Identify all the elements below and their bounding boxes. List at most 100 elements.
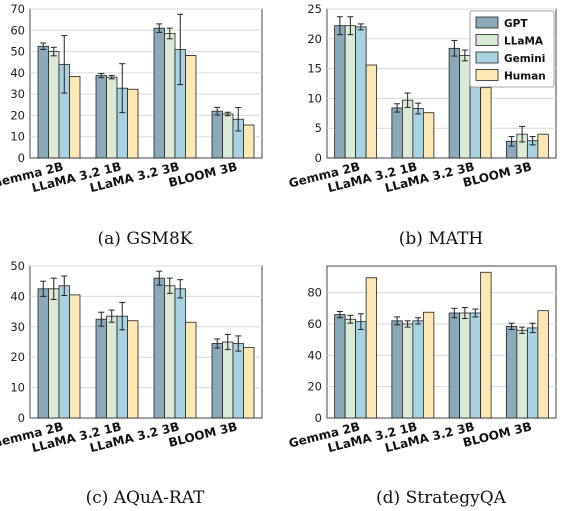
error-bar xyxy=(235,107,242,132)
y-tick-label: 40 xyxy=(307,348,322,362)
bar-llama-2 xyxy=(401,99,414,159)
y-tick-label: 20 xyxy=(10,108,25,122)
y-tick-label: 10 xyxy=(307,91,322,105)
error-bar xyxy=(336,310,343,319)
y-tick-label: 15 xyxy=(307,62,322,76)
error-bar xyxy=(156,23,163,33)
panel-caption: (a) GSM8K xyxy=(98,229,193,249)
bar-gemini-2 xyxy=(412,320,424,419)
bar-llama-1 xyxy=(48,288,60,419)
error-bar xyxy=(508,136,515,147)
error-bar xyxy=(451,40,458,57)
bar-gpt-4 xyxy=(211,110,223,159)
bar-gpt-2 xyxy=(391,320,403,419)
legend-swatch-llama xyxy=(475,34,499,46)
bar-gpt-1 xyxy=(334,25,346,159)
bar-llama-3 xyxy=(459,55,471,159)
error-bar xyxy=(415,317,422,325)
bar-human-4 xyxy=(537,310,549,419)
bar-gpt-1 xyxy=(37,45,49,159)
bar-gemini-3 xyxy=(174,288,186,419)
error-bar xyxy=(177,13,184,86)
bar-gemini-4 xyxy=(232,343,244,419)
bar-llama-4 xyxy=(222,113,234,159)
y-tick-label: 10 xyxy=(10,381,25,395)
error-bar xyxy=(461,307,468,319)
error-bar xyxy=(98,72,105,79)
bar-gpt-3 xyxy=(153,27,165,159)
bar-llama-1 xyxy=(48,51,60,159)
error-bar xyxy=(108,309,115,323)
bar-human-3 xyxy=(185,321,197,419)
y-tick-label: 25 xyxy=(307,2,322,16)
bar-llama-1 xyxy=(344,318,357,419)
bar-gpt-4 xyxy=(505,325,518,419)
panel-caption: (b) MATH xyxy=(399,229,483,249)
y-tick-label: 20 xyxy=(307,32,322,46)
error-bar xyxy=(119,301,126,331)
y-tick-label: 40 xyxy=(10,289,25,303)
bar-llama-3 xyxy=(459,312,471,419)
y-tick-label: 20 xyxy=(10,350,25,364)
error-bar xyxy=(224,111,231,117)
bar-human-4 xyxy=(243,124,255,159)
error-bar xyxy=(508,322,515,330)
y-tick-label: 0 xyxy=(315,411,322,425)
bar-gpt-3 xyxy=(153,277,165,419)
y-tick-label: 60 xyxy=(307,317,322,331)
error-bar xyxy=(214,338,221,349)
bar-human-2 xyxy=(127,88,139,159)
legend-label-gpt: GPT xyxy=(504,18,528,30)
y-tick-label: 40 xyxy=(10,66,25,80)
bar-gemini-4 xyxy=(526,327,539,419)
bar-human-4 xyxy=(537,133,549,159)
error-bar xyxy=(394,316,401,326)
bar-human-4 xyxy=(243,347,255,419)
bar-human-1 xyxy=(365,64,378,159)
y-tick-label: 0 xyxy=(18,151,25,165)
bar-llama-4 xyxy=(222,341,234,419)
error-bar xyxy=(166,277,173,294)
error-bar xyxy=(529,322,536,334)
bar-llama-3 xyxy=(164,285,176,419)
error-bar xyxy=(336,16,343,36)
legend: GPT LLaMA Gemini Human xyxy=(469,10,555,88)
bar-llama-4 xyxy=(516,329,528,419)
panel-caption: (c) AQuA-RAT xyxy=(86,488,206,508)
legend-label-human: Human xyxy=(504,71,546,83)
bar-human-1 xyxy=(365,277,378,419)
bar-llama-2 xyxy=(106,315,118,419)
error-bar xyxy=(519,125,526,143)
bar-llama-1 xyxy=(344,25,357,159)
legend-frame xyxy=(469,10,555,88)
bar-human-1 xyxy=(69,294,81,419)
panel-caption: (d) StrategyQA xyxy=(376,488,507,508)
y-tick-label: 80 xyxy=(307,286,322,300)
legend-swatch-human xyxy=(475,69,499,81)
error-bar xyxy=(394,103,401,113)
bar-gpt-2 xyxy=(95,75,107,159)
bar-gpt-2 xyxy=(95,318,107,419)
error-bar xyxy=(61,275,68,296)
y-tick-label: 10 xyxy=(10,130,25,144)
error-bar xyxy=(357,23,364,31)
error-bar xyxy=(108,74,115,80)
error-bar xyxy=(347,314,354,324)
error-bar xyxy=(119,63,126,114)
error-bar xyxy=(50,277,57,300)
y-tick-label: 20 xyxy=(307,380,322,394)
bar-gpt-2 xyxy=(391,107,403,159)
bar-gpt-1 xyxy=(37,288,49,419)
bar-human-3 xyxy=(480,271,492,419)
error-bar xyxy=(451,307,458,319)
error-bar xyxy=(529,136,536,146)
bar-gemini-1 xyxy=(58,285,70,419)
bar-human-2 xyxy=(127,320,139,419)
error-bar xyxy=(404,320,411,328)
y-tick-label: 30 xyxy=(10,87,25,101)
bar-llama-3 xyxy=(164,33,176,159)
bar-llama-2 xyxy=(106,76,118,159)
legend-label-gemini: Gemini xyxy=(504,53,545,65)
